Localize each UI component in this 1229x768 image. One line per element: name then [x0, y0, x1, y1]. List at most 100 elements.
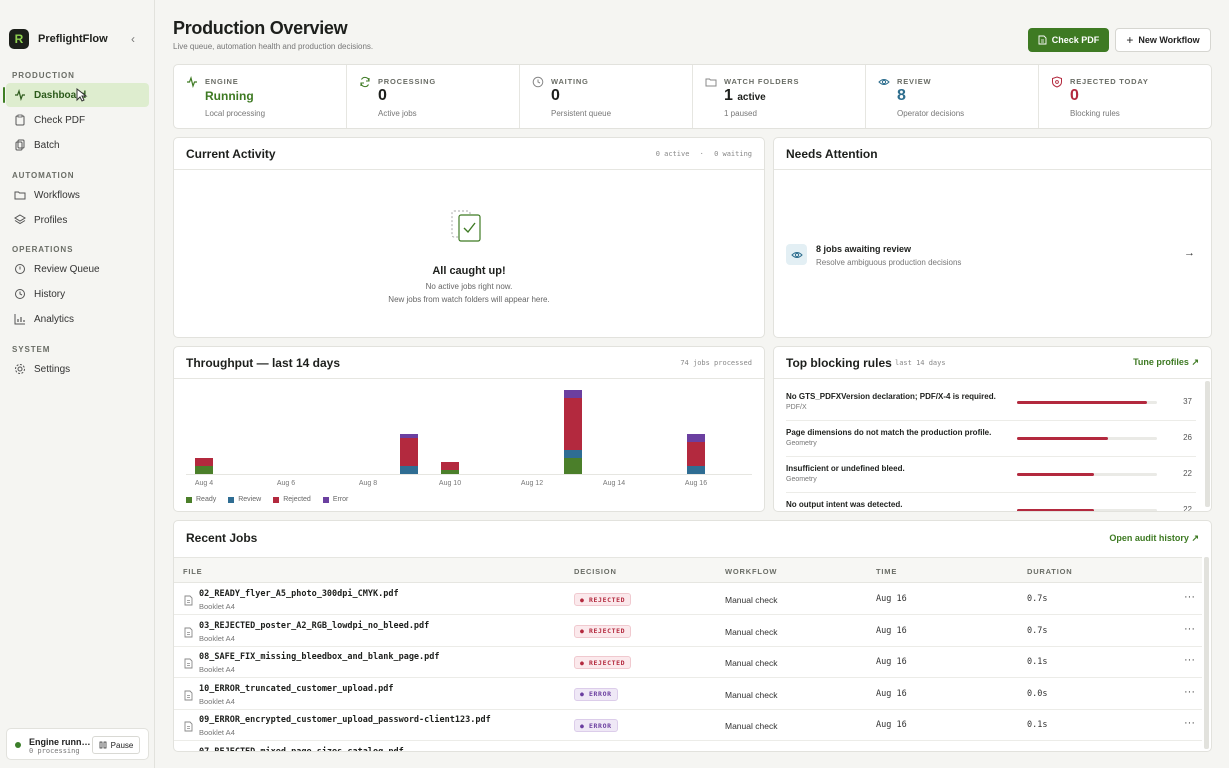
table-row[interactable]: 07_REJECTED_mixed_page_sizes_catalog.pdf… [174, 742, 1202, 752]
bar-review-aug-9[interactable] [400, 466, 418, 474]
activity-icon [14, 89, 26, 101]
table-row[interactable]: 03_REJECTED_poster_A2_RGB_lowdpi_no_blee… [174, 616, 1202, 647]
attention-item-title[interactable]: 8 jobs awaiting review [816, 244, 912, 254]
pause-label: Pause [110, 740, 134, 750]
check-pdf-button[interactable]: Check PDF [1028, 28, 1109, 52]
bar-ready-aug-10[interactable] [441, 470, 459, 474]
stat-rejected-today: REJECTED TODAY 0 Blocking rules [1039, 65, 1211, 128]
file-profile: Booklet A4 [199, 633, 235, 643]
bar-rejected-aug-13[interactable] [564, 398, 582, 450]
rule-item[interactable]: Page dimensions do not match the product… [786, 421, 1196, 457]
stat-value: 0 [1070, 87, 1079, 104]
job-time: Aug 16 [876, 720, 907, 730]
bar-rejected-aug-16[interactable] [687, 442, 705, 466]
rule-count: 26 [1183, 433, 1192, 442]
file-icon [184, 627, 193, 637]
sidebar-item-history[interactable]: History [6, 282, 149, 306]
stat-review[interactable]: REVIEW 8 Operator decisions [866, 65, 1039, 128]
pause-engine-button[interactable]: Pause [92, 736, 140, 754]
collapse-sidebar-icon[interactable]: ‹ [131, 32, 135, 46]
sidebar-item-dashboard[interactable]: Dashboard [3, 83, 149, 107]
bar-error-aug-16[interactable] [687, 434, 705, 442]
folder-icon [705, 78, 717, 87]
decision-badge: ● ERROR [574, 687, 618, 701]
panel-title: Current Activity [186, 147, 276, 161]
arrow-right-icon[interactable]: → [1184, 247, 1195, 259]
file-name[interactable]: 07_REJECTED_mixed_page_sizes_catalog.pdf [199, 746, 404, 752]
more-options-icon[interactable]: ··· [1184, 591, 1195, 603]
shield-alert-icon [1052, 76, 1062, 88]
bar-review-aug-16[interactable] [687, 466, 705, 474]
sidebar-item-batch[interactable]: Batch [6, 133, 149, 157]
rule-item[interactable]: No GTS_PDFXVersion declaration; PDF/X-4 … [786, 385, 1196, 421]
panel-title: Throughput — last 14 days [186, 356, 341, 370]
file-icon [184, 595, 193, 606]
throughput-panel: Throughput — last 14 days 74 jobs proces… [173, 346, 765, 512]
bar-rejected-aug-4[interactable] [195, 458, 213, 466]
rules-scrollbar[interactable] [1205, 381, 1210, 507]
empty-line-2: New jobs from watch folders will appear … [388, 295, 550, 304]
more-options-icon[interactable]: ··· [1184, 749, 1195, 752]
rule-bar-fill [1017, 437, 1108, 440]
table-row[interactable]: 08_SAFE_FIX_missing_bleedbox_and_blank_p… [174, 647, 1202, 678]
table-row[interactable]: 10_ERROR_truncated_customer_upload.pdf Bo… [174, 679, 1202, 710]
bar-review-aug-13[interactable] [564, 450, 582, 458]
column-time[interactable]: TIME [876, 567, 898, 576]
file-profile: Booklet A4 [199, 602, 235, 611]
sidebar-item-analytics[interactable]: Analytics [6, 307, 149, 331]
rule-item[interactable]: No output intent was detected.Color22 [786, 493, 1196, 511]
rule-item[interactable]: Insufficient or undefined bleed. Geometry… [786, 457, 1196, 493]
all-done-icon [451, 210, 481, 242]
legend-item-rejected: Rejected [273, 496, 311, 503]
rule-title: Insufficient or undefined bleed. [786, 464, 905, 473]
bar-ready-aug-4[interactable] [195, 466, 213, 474]
new-workflow-button[interactable]: + New Workflow [1115, 28, 1211, 52]
engine-status-card: Engine runn… 0 processing Pause [6, 728, 149, 760]
bar-error-aug-13[interactable] [564, 390, 582, 398]
more-options-icon[interactable]: ··· [1184, 654, 1195, 666]
column-decision[interactable]: DECISION [574, 567, 617, 576]
brand[interactable]: R PreflightFlow [9, 29, 108, 49]
decision-badge: ● REJECTED [574, 656, 632, 669]
check-pdf-label: Check PDF [1051, 35, 1100, 45]
tune-profiles-link[interactable]: Tune profiles ↗ [1133, 357, 1199, 367]
sidebar-item-label: Review Queue [34, 263, 100, 275]
rule-bar-track [1017, 509, 1157, 511]
legend-swatch [273, 496, 280, 503]
panel-header: Needs Attention [774, 138, 1211, 170]
jobs-scrollbar[interactable] [1204, 557, 1209, 749]
file-name[interactable]: 03_REJECTED_poster_A2_RGB_lowdpi_no_blee… [199, 620, 430, 631]
column-file[interactable]: FILE [183, 567, 203, 576]
table-row[interactable]: 09_ERROR_encrypted_customer_upload_passw… [174, 710, 1202, 741]
decision-badge: ● ERROR [574, 719, 618, 732]
sidebar-item-settings[interactable]: Settings [6, 357, 149, 381]
more-options-icon[interactable]: ··· [1184, 685, 1195, 698]
file-name[interactable]: 08_SAFE_FIX_missing_bleedbox_and_blank_p… [199, 652, 440, 662]
sidebar-item-check-pdf[interactable]: Check PDF [6, 108, 149, 132]
file-name[interactable]: 02_READY_flyer_A5_photo_300dpi_CMYK.pdf [199, 589, 399, 599]
more-options-icon[interactable]: ··· [1184, 622, 1195, 635]
sidebar-item-profiles[interactable]: Profiles [6, 208, 149, 232]
sidebar-item-label: Workflows [34, 189, 80, 201]
workflow-name: Manual check [725, 658, 778, 668]
bar-ready-aug-13[interactable] [564, 458, 582, 474]
file-name[interactable]: 09_ERROR_encrypted_customer_upload_passw… [199, 715, 491, 725]
empty-line-1: No active jobs right now. [425, 282, 513, 291]
bar-rejected-aug-9[interactable] [400, 438, 418, 466]
bar-error-aug-9[interactable] [400, 434, 418, 438]
sidebar-item-review-queue[interactable]: Review Queue [6, 257, 149, 281]
sidebar-item-workflows[interactable]: Workflows [6, 183, 149, 207]
bar-rejected-aug-10[interactable] [441, 462, 459, 470]
page-title: Production Overview [173, 18, 348, 38]
rules-period: last 14 days [895, 359, 946, 367]
stat-sub: 1 paused [724, 109, 757, 118]
file-name[interactable]: 10_ERROR_truncated_customer_upload.pdf [199, 683, 394, 694]
table-row[interactable]: 02_READY_flyer_A5_photo_300dpi_CMYK.pdf B… [174, 584, 1202, 615]
rule-title: Page dimensions do not match the product… [786, 428, 992, 437]
open-audit-history-link[interactable]: Open audit history ↗ [1109, 533, 1199, 543]
panel-title: Top blocking rules [786, 356, 892, 370]
rule-category: Geometry [786, 440, 817, 447]
more-options-icon[interactable]: ··· [1184, 717, 1195, 729]
column-workflow[interactable]: WORKFLOW [725, 567, 778, 576]
column-duration[interactable]: DURATION [1027, 567, 1073, 576]
